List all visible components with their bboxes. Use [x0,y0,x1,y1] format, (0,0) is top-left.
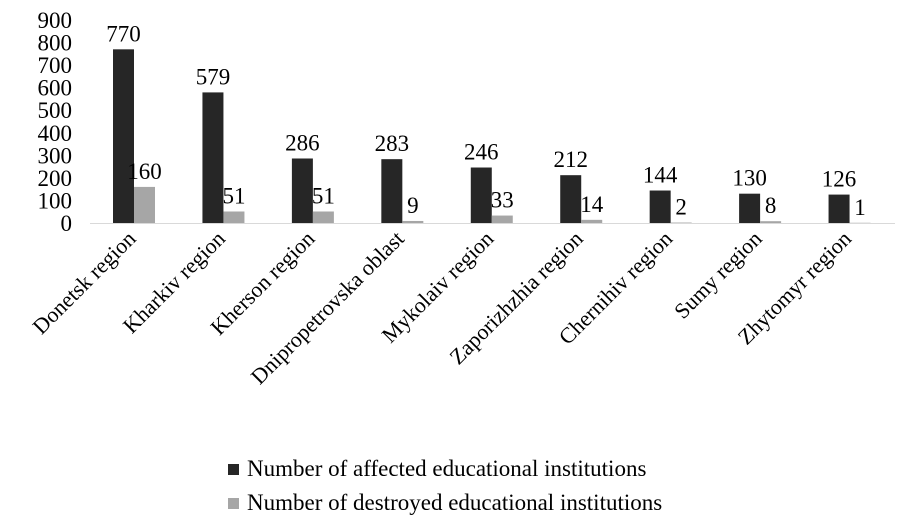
data-label-destroyed: 14 [580,192,604,217]
x-tick-label: Dnipropetrovska oblast [246,226,409,389]
bar-affected [739,193,761,223]
data-label-destroyed: 160 [127,159,162,184]
legend-swatch-destroyed [228,497,239,509]
data-label-affected: 283 [375,131,410,156]
y-tick-label: 700 [38,53,73,78]
bar-affected [560,175,582,223]
bar-affected [381,159,403,223]
bar-affected [291,158,313,223]
data-label-affected: 212 [553,147,588,172]
data-label-destroyed: 51 [312,183,335,208]
bar-destroyed [223,211,245,223]
data-label-destroyed: 51 [222,183,245,208]
bar-destroyed [134,186,155,223]
data-label-affected: 579 [196,64,231,89]
y-tick-label: 800 [38,31,73,56]
bar-destroyed [491,215,513,223]
bar-affected [470,167,492,223]
data-label-affected: 246 [464,140,499,165]
data-label-affected: 130 [732,166,767,191]
y-tick-label: 0 [61,211,73,236]
bar-destroyed [402,220,424,223]
y-tick-label: 600 [38,76,73,101]
bar-affected [828,194,850,223]
y-tick-label: 300 [38,143,73,168]
legend-label-destroyed: Number of destroyed educational institut… [247,490,663,515]
legend: Number of affected educational instituti… [228,452,662,520]
data-label-affected: 144 [643,163,678,188]
bar-destroyed [312,211,334,223]
legend-swatch-affected [228,463,239,475]
x-tick-label: Sumy region [669,226,767,324]
data-label-destroyed: 33 [491,188,514,213]
bar-affected [202,92,224,223]
data-label-affected: 770 [106,21,141,46]
legend-label-affected: Number of affected educational instituti… [247,456,647,481]
legend-item-destroyed: Number of destroyed educational institut… [228,486,662,520]
y-tick-label: 500 [38,98,73,123]
bar-destroyed [760,221,782,223]
y-tick-label: 100 [38,188,73,213]
data-label-destroyed: 9 [407,193,419,218]
data-label-affected: 286 [285,130,320,155]
bar-affected [649,190,671,223]
bar-affected [113,49,134,224]
y-tick-label: 200 [38,166,73,191]
data-label-destroyed: 2 [675,195,687,220]
legend-item-affected: Number of affected educational instituti… [228,452,662,486]
data-label-destroyed: 1 [854,195,866,220]
bar-destroyed [581,219,603,223]
y-tick-label: 400 [38,121,73,146]
data-label-affected: 126 [822,167,857,192]
y-tick-label: 900 [38,8,73,33]
data-label-destroyed: 8 [765,193,777,218]
